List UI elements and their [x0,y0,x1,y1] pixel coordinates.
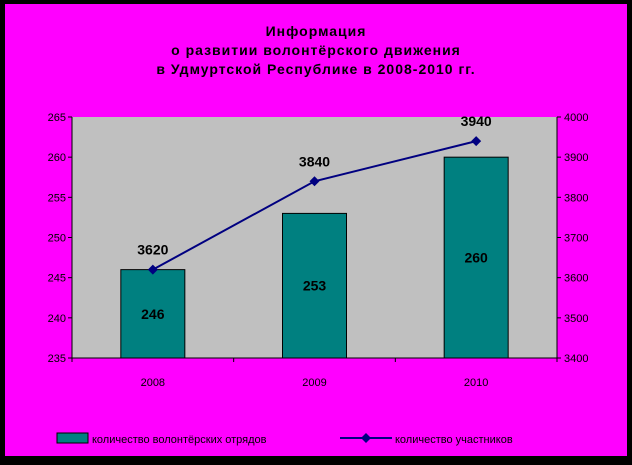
line-data-label: 3840 [299,153,330,169]
legend-bar-label: количество волонтёрских отрядов [92,434,267,446]
bar-data-label: 253 [303,278,327,294]
y-tick-label: 250 [48,233,66,245]
line-point [471,136,482,147]
legend-line-label: количество участников [395,434,513,446]
y2-tick-label: 3800 [564,192,588,204]
chart-title-line-2: о развитии волонтёрского движения [171,42,461,58]
chart-title-line-1: Информация [266,23,367,39]
y2-tick-label: 3900 [564,152,588,164]
y-tick-label: 240 [48,313,66,325]
y-tick-label: 265 [48,112,66,124]
bar-data-label: 246 [141,306,165,322]
line-data-label: 3940 [461,113,492,129]
y2-tick-label: 3600 [564,273,588,285]
x-tick-label: 2009 [302,377,326,389]
chart-title-line-3: в Удмуртской Республике в 2008-2010 гг. [156,61,475,77]
y-tick-label: 245 [48,273,66,285]
y-tick-label: 260 [48,152,66,164]
x-tick-label: 2008 [141,377,165,389]
y2-tick-label: 3700 [564,233,588,245]
y-tick-label: 235 [48,353,66,365]
y-tick-label: 255 [48,192,66,204]
bar-data-label: 260 [464,250,488,266]
y2-tick-label: 4000 [564,112,588,124]
bar [120,269,186,359]
x-tick-label: 2010 [464,377,488,389]
legend: количество волонтёрских отрядов количест… [56,432,513,446]
legend-bar-swatch [56,432,89,444]
line-point [147,264,158,275]
y2-tick-label: 3400 [564,353,588,365]
y2-tick-label: 3500 [564,313,588,325]
legend-line-marker [361,433,371,443]
line-data-label: 3620 [137,242,168,258]
line-point [309,176,320,187]
